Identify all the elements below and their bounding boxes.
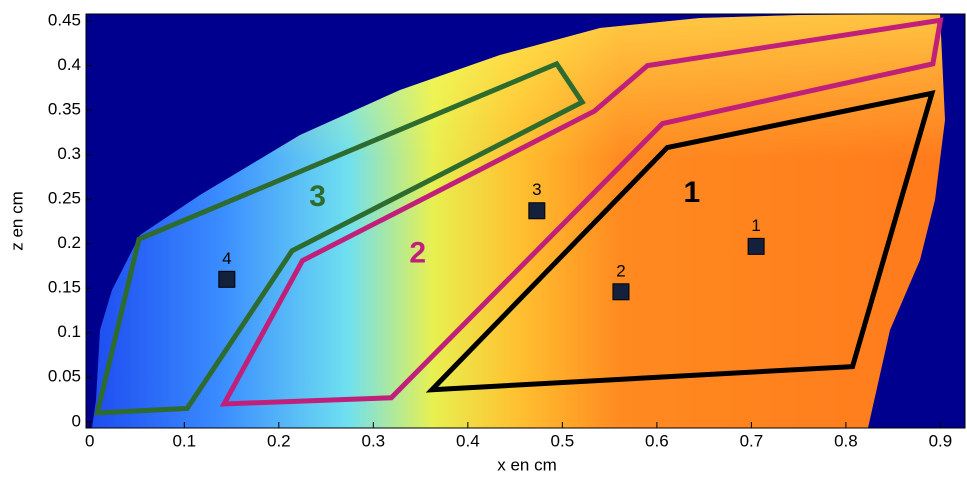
point-label: 1 (751, 216, 760, 235)
point-marker (218, 270, 236, 288)
y-tick-label: 0.1 (57, 322, 81, 341)
region-label: 1 (684, 176, 701, 209)
point-marker (528, 202, 546, 220)
region-label: 3 (309, 180, 326, 213)
x-tick-label: 0.5 (551, 431, 575, 450)
x-tick-label: 0.8 (834, 431, 858, 450)
point-label: 3 (532, 180, 541, 199)
x-tick-label: 0.3 (362, 431, 386, 450)
region-label: 2 (409, 236, 426, 269)
point-marker (612, 283, 630, 301)
point-label: 4 (222, 249, 231, 268)
y-tick-label: 0.45 (48, 11, 81, 30)
point-marker (747, 237, 765, 255)
y-tick-label: 0 (72, 411, 81, 430)
y-tick-label: 0.4 (57, 55, 81, 74)
point-label: 2 (616, 261, 625, 280)
y-axis-label: z en cm (7, 191, 26, 251)
plot-frame (85, 13, 966, 429)
y-tick-label: 0.35 (48, 100, 81, 119)
y-tick-label: 0.15 (48, 278, 81, 297)
x-axis-label: x en cm (497, 455, 557, 474)
y-tick-label: 0.2 (57, 233, 81, 252)
heatmap-shade (92, 14, 945, 428)
x-tick-label: 0.9 (929, 431, 953, 450)
region-outline (219, 17, 944, 407)
x-tick-label: 0.4 (456, 431, 480, 450)
x-tick-label: 0.7 (740, 431, 764, 450)
region-outline (94, 60, 586, 416)
y-tick-label: 0.3 (57, 144, 81, 163)
y-tick-label: 0.05 (48, 367, 81, 386)
x-tick-label: 0 (85, 431, 94, 450)
y-tick-label: 0.25 (48, 189, 81, 208)
region-outline (425, 89, 936, 393)
x-tick-label: 0.2 (267, 431, 291, 450)
x-tick-label: 0.1 (172, 431, 196, 450)
x-tick-label: 0.6 (645, 431, 669, 450)
